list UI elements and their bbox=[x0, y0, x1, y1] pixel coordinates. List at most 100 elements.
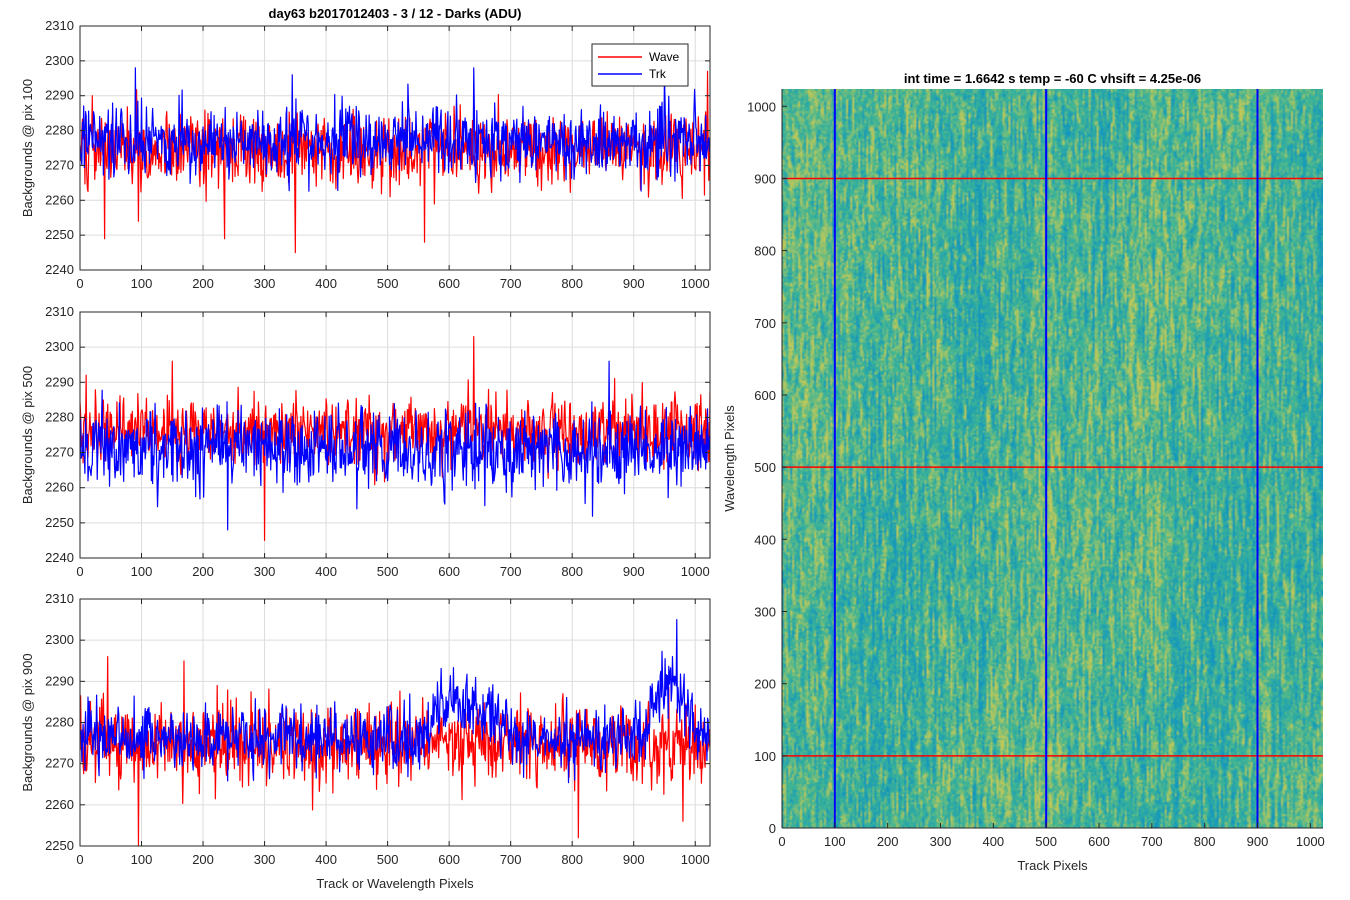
plot-title: day63 b2017012403 - 3 / 12 - Darks (ADU) bbox=[269, 6, 522, 21]
y-tick-label: 2290 bbox=[45, 673, 74, 688]
x-tick-label: 900 bbox=[623, 276, 645, 291]
x-tick-label: 700 bbox=[500, 276, 522, 291]
legend: Wave Trk bbox=[591, 43, 689, 87]
y-tick-label: 2250 bbox=[45, 838, 74, 853]
x-tick-label: 1000 bbox=[681, 852, 710, 867]
x-tick-label: 1000 bbox=[1296, 834, 1325, 849]
y-tick-label: 2300 bbox=[45, 632, 74, 647]
y-tick-label: 2280 bbox=[45, 715, 74, 730]
line-plot-pix100: 0 100 200 300 400 500 600 700 800 900 1000 2240 2250… bbox=[20, 6, 711, 291]
y-tick-label: 2260 bbox=[45, 797, 74, 812]
y-tick-label: 2310 bbox=[45, 18, 74, 33]
x-tick-label: 400 bbox=[315, 276, 337, 291]
y-tick-label: 2270 bbox=[45, 157, 74, 172]
line-plot-pix900: 0 100 200 300 400 500 600 700 800 900 1000 2250 2260… bbox=[20, 591, 711, 891]
y-tick-label: 2300 bbox=[45, 53, 74, 68]
axes-frame bbox=[79, 311, 711, 559]
x-tick-label: 900 bbox=[623, 564, 645, 579]
x-tick-label: 100 bbox=[131, 852, 153, 867]
x-tick-label: 200 bbox=[192, 564, 214, 579]
x-tick-label: 200 bbox=[877, 834, 899, 849]
y-tick-label: 2310 bbox=[45, 304, 74, 319]
x-tick-label: 0 bbox=[76, 564, 83, 579]
y-tick-label: 2280 bbox=[45, 409, 74, 424]
x-tick-label: 100 bbox=[131, 564, 153, 579]
legend-box bbox=[591, 43, 689, 87]
y-tick-label: 2280 bbox=[45, 123, 74, 138]
heatmap-image bbox=[782, 89, 1323, 828]
y-tick-label: 2240 bbox=[45, 550, 74, 565]
y-tick-label: 2260 bbox=[45, 192, 74, 207]
y-tick-label: 800 bbox=[754, 244, 776, 259]
y-tick-label: 600 bbox=[754, 388, 776, 403]
y-tick-label: 2250 bbox=[45, 227, 74, 242]
y-tick-label: 200 bbox=[754, 677, 776, 692]
x-tick-label: 0 bbox=[76, 276, 83, 291]
plot-title: int time = 1.6642 s temp = -60 C vhsift … bbox=[904, 71, 1201, 86]
legend-label: Trk bbox=[649, 67, 667, 81]
x-tick-label: 800 bbox=[561, 564, 583, 579]
x-tick-label: 400 bbox=[315, 564, 337, 579]
y-tick-label: 700 bbox=[754, 316, 776, 331]
y-axis-label: Backgrounds @ pix 500 bbox=[20, 366, 35, 504]
y-tick-label: 2250 bbox=[45, 515, 74, 530]
x-tick-label: 200 bbox=[192, 852, 214, 867]
x-tick-label: 400 bbox=[315, 852, 337, 867]
y-axis-label: Wavelength Pixels bbox=[722, 405, 737, 512]
y-axis-label: Backgrounds @ pix 100 bbox=[20, 79, 35, 217]
x-tick-label: 700 bbox=[500, 564, 522, 579]
x-tick-label: 800 bbox=[1194, 834, 1216, 849]
y-tick-label: 2260 bbox=[45, 480, 74, 495]
x-tick-label: 900 bbox=[1247, 834, 1269, 849]
series-line-trk bbox=[80, 360, 710, 531]
x-tick-label: 300 bbox=[254, 852, 276, 867]
y-tick-label: 300 bbox=[754, 604, 776, 619]
dark-image-heatmap: 0 100 200 300 400 500 600 700 800 900 1000 0 100 200 3… bbox=[722, 71, 1325, 873]
y-tick-label: 2270 bbox=[45, 756, 74, 771]
x-tick-label: 1000 bbox=[681, 564, 710, 579]
y-tick-label: 900 bbox=[754, 171, 776, 186]
y-tick-label: 1000 bbox=[747, 99, 776, 114]
y-tick-label: 2300 bbox=[45, 339, 74, 354]
x-tick-label: 900 bbox=[623, 852, 645, 867]
axes-frame bbox=[79, 25, 711, 271]
x-tick-label: 500 bbox=[1035, 834, 1057, 849]
x-tick-label: 600 bbox=[438, 852, 460, 867]
y-tick-label: 2290 bbox=[45, 374, 74, 389]
x-tick-label: 600 bbox=[1088, 834, 1110, 849]
x-tick-label: 0 bbox=[76, 852, 83, 867]
x-tick-label: 300 bbox=[254, 564, 276, 579]
x-axis-label: Track Pixels bbox=[1017, 858, 1088, 873]
x-tick-label: 700 bbox=[1141, 834, 1163, 849]
x-tick-label: 300 bbox=[254, 276, 276, 291]
x-tick-label: 800 bbox=[561, 852, 583, 867]
x-tick-label: 1000 bbox=[681, 276, 710, 291]
x-tick-label: 600 bbox=[438, 276, 460, 291]
series-line-trk bbox=[80, 67, 710, 192]
y-axis-label: Backgrounds @ pix 900 bbox=[20, 653, 35, 791]
y-tick-label: 0 bbox=[769, 821, 776, 836]
x-tick-label: 700 bbox=[500, 852, 522, 867]
x-tick-label: 100 bbox=[131, 276, 153, 291]
y-tick-label: 500 bbox=[754, 460, 776, 475]
x-tick-label: 800 bbox=[561, 276, 583, 291]
x-tick-label: 100 bbox=[824, 834, 846, 849]
x-tick-label: 0 bbox=[778, 834, 785, 849]
y-tick-label: 2240 bbox=[45, 262, 74, 277]
y-tick-label: 100 bbox=[754, 749, 776, 764]
x-tick-label: 300 bbox=[930, 834, 952, 849]
x-tick-label: 400 bbox=[982, 834, 1004, 849]
x-axis-label: Track or Wavelength Pixels bbox=[316, 876, 474, 891]
x-tick-label: 500 bbox=[377, 852, 399, 867]
series-line-trk bbox=[80, 618, 710, 784]
x-tick-label: 500 bbox=[377, 564, 399, 579]
y-tick-label: 2310 bbox=[45, 591, 74, 606]
y-tick-label: 2290 bbox=[45, 88, 74, 103]
line-plot-pix500: 0 100 200 300 400 500 600 700 800 900 1000 2240 2250… bbox=[20, 304, 711, 579]
legend-label: Wave bbox=[649, 50, 680, 64]
x-tick-label: 600 bbox=[438, 564, 460, 579]
x-tick-label: 500 bbox=[377, 276, 399, 291]
x-tick-label: 200 bbox=[192, 276, 214, 291]
y-tick-label: 2270 bbox=[45, 445, 74, 460]
